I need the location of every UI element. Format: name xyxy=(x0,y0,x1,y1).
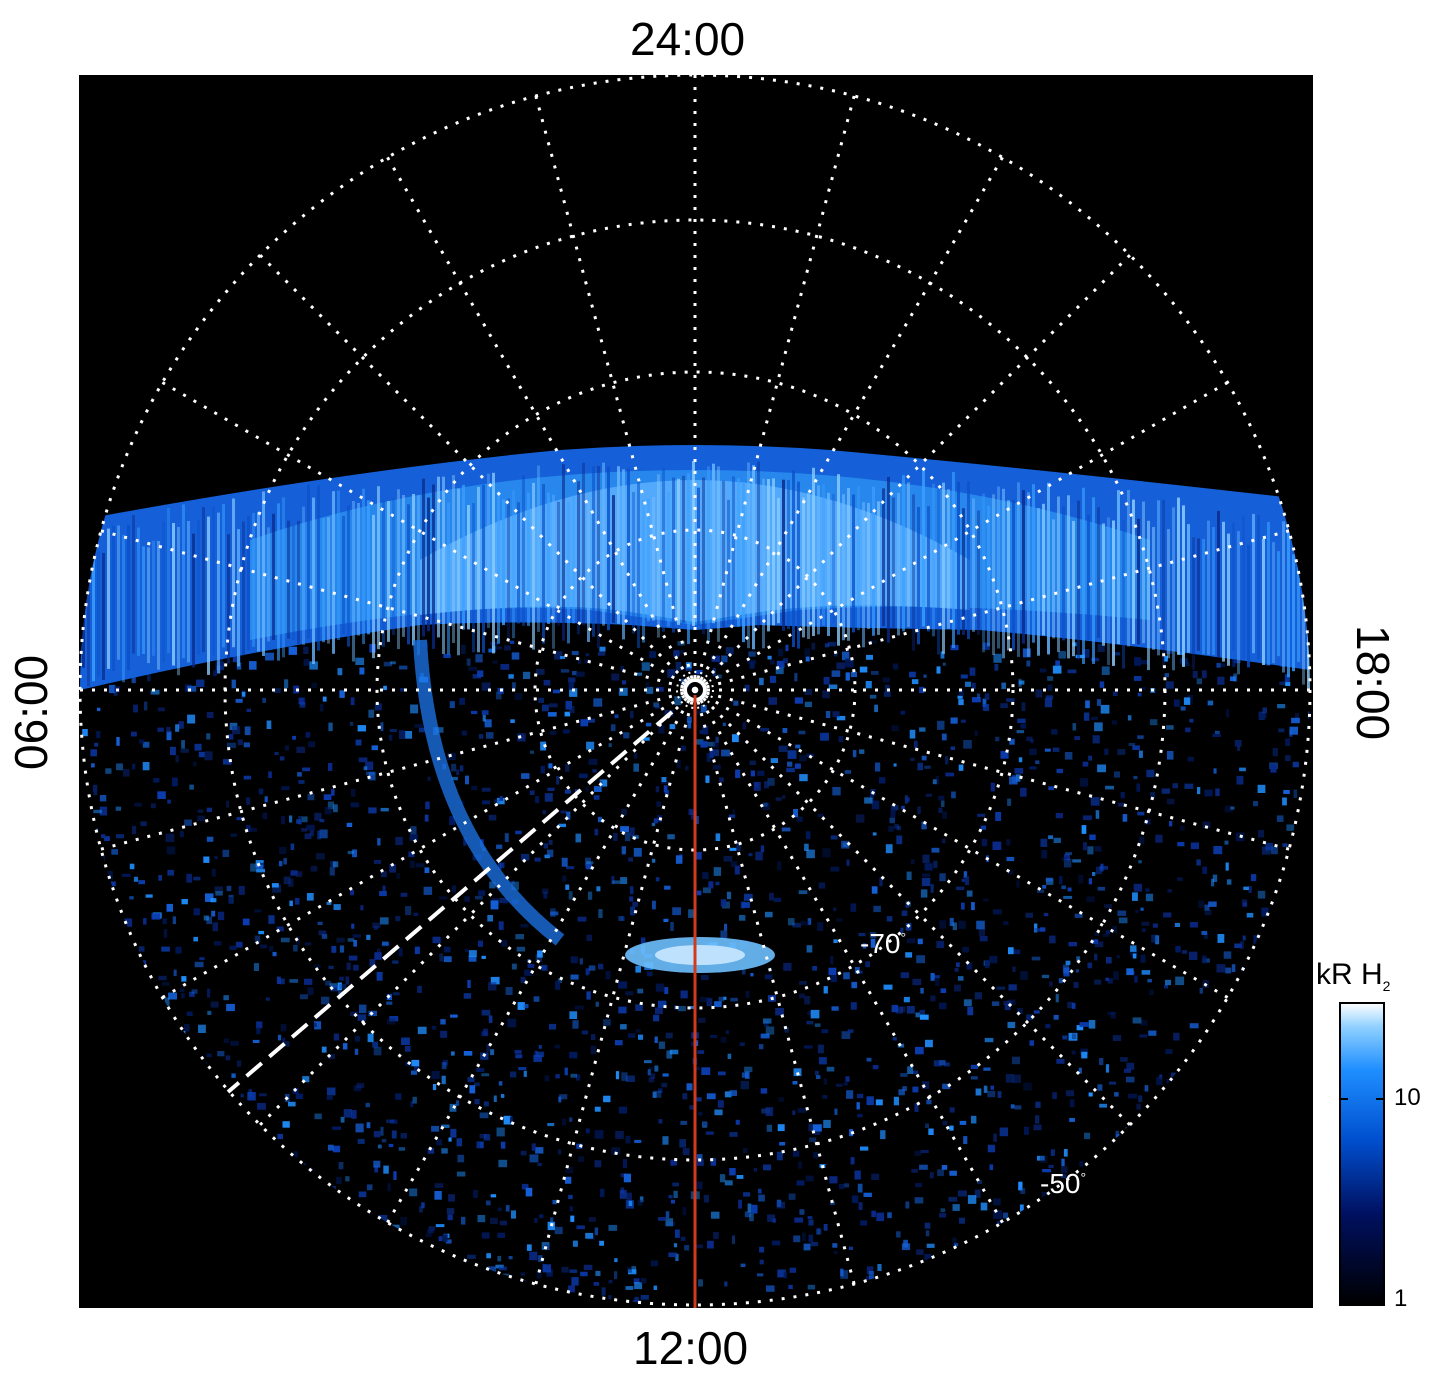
colorbar-tick-1: 1 xyxy=(1394,1285,1408,1312)
latitude-label-50: -50° xyxy=(1040,1168,1087,1199)
dashed-track-line xyxy=(226,710,674,1094)
latitude-label-70: -70° xyxy=(860,928,907,959)
stripe-layer xyxy=(82,461,1310,689)
local-time-label-bottom: 12:00 xyxy=(633,1322,749,1374)
local-time-label-right: 18:00 xyxy=(1347,625,1399,741)
inner-arc-left xyxy=(413,639,565,946)
colorbar-tick-10: 10 xyxy=(1394,1084,1421,1111)
local-time-label-top: 24:00 xyxy=(630,13,746,65)
colorbar xyxy=(1339,1002,1385,1306)
local-time-label-left: 06:00 xyxy=(5,654,57,770)
coordinate-grid xyxy=(79,75,1312,1307)
colorbar-title: kR H2 xyxy=(1316,958,1391,994)
